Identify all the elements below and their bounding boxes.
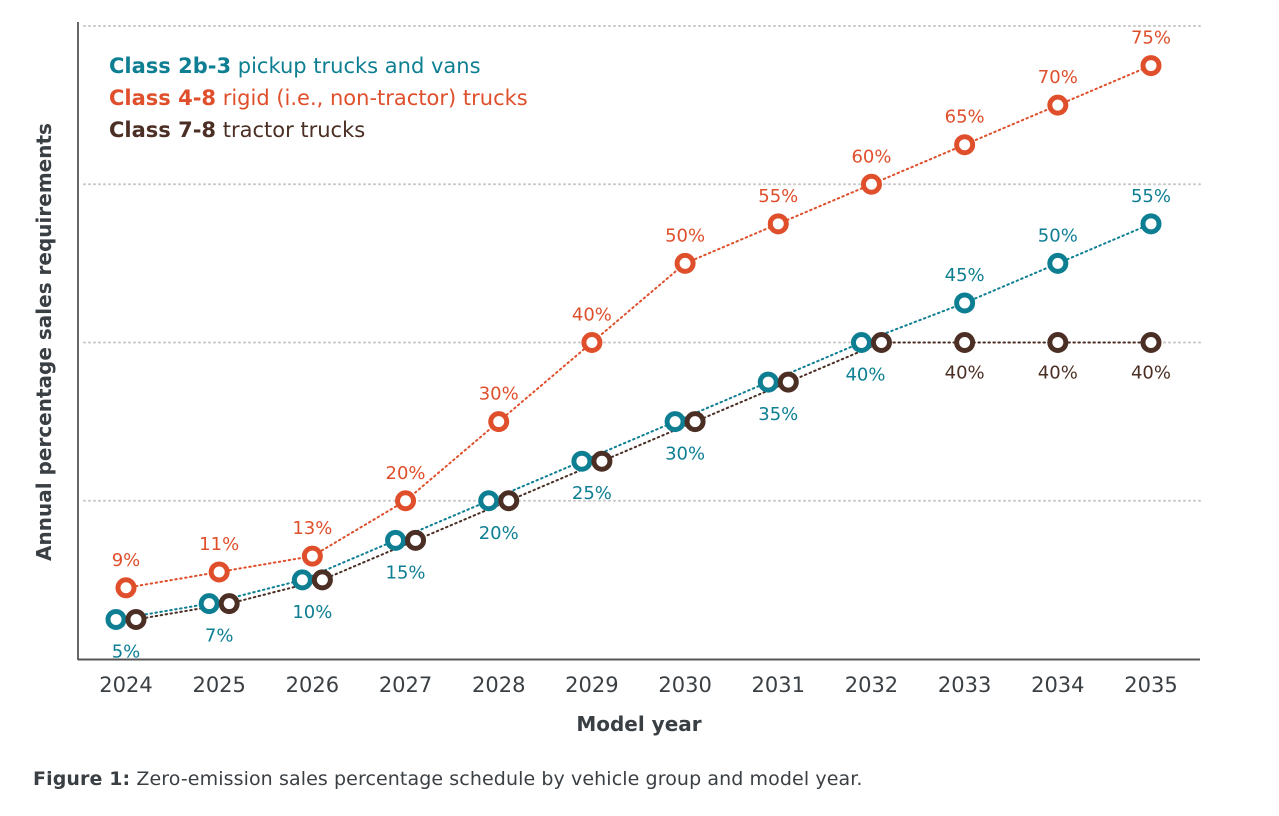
data-label: 70% [1038,67,1078,88]
legend-entry: Class 7-8 tractor trucks [109,118,365,142]
y-axis-title: Annual percentage sales requirements [32,123,56,561]
data-point [1047,332,1069,353]
data-label: 10% [292,602,332,623]
legend-entry: Class 2b-3 pickup trucks and vans [109,54,481,78]
legend-bold: Class 4-8 [109,86,216,110]
series-line [135,341,1152,621]
series-line [125,64,1152,589]
data-point [1047,94,1069,116]
data-label: 30% [479,384,519,405]
data-point [405,529,427,551]
caption-label: Figure 1: [33,768,131,790]
data-label: 40% [1038,363,1078,384]
data-point [395,490,417,512]
data-label: 40% [945,363,985,384]
data-label: 40% [1131,363,1171,384]
data-label: 75% [1131,28,1171,49]
data-point [954,134,976,156]
data-label: 30% [665,444,705,465]
data-point [1047,252,1069,274]
data-label: 25% [572,483,612,504]
data-point [664,411,686,433]
data-point [777,371,799,393]
data-point [674,252,696,274]
data-point [115,577,137,599]
data-point [591,450,613,472]
data-point [488,411,510,433]
x-tick-label: 2027 [379,673,432,697]
data-point [684,411,706,433]
x-axis-title: Model year [576,712,701,736]
data-point [498,490,520,512]
data-point [311,569,333,591]
data-point [291,569,313,591]
x-tick-label: 2029 [565,673,618,697]
data-label: 15% [386,562,426,583]
data-label: 55% [758,186,798,207]
data-point [757,371,779,393]
data-point [571,450,593,472]
data-point [850,332,872,353]
data-point [870,332,892,353]
data-label: 60% [851,146,891,167]
data-label: 20% [479,523,519,544]
data-label: 20% [386,463,426,484]
legend-text: pickup trucks and vans [231,54,480,78]
data-point [954,292,976,314]
x-tick-label: 2032 [845,673,898,697]
data-point [581,332,603,353]
x-tick-label: 2028 [472,673,525,697]
x-tick-label: 2030 [658,673,711,697]
data-point [1140,55,1162,77]
data-point [208,561,230,583]
data-point [954,332,976,353]
data-point [767,213,789,235]
legend-entry: Class 4-8 rigid (i.e., non-tractor) truc… [109,86,528,110]
data-label: 40% [572,305,612,326]
data-point [860,173,882,195]
x-tick-label: 2025 [192,673,245,697]
data-point [301,545,323,567]
data-point [125,608,147,630]
data-label: 55% [1131,186,1171,207]
data-point [105,608,127,630]
legend-bold: Class 7-8 [109,118,216,142]
data-point [198,593,220,615]
data-label: 45% [945,265,985,286]
data-point [218,593,240,615]
data-point [1140,213,1162,235]
data-label: 5% [112,641,141,662]
data-label: 50% [665,225,705,246]
data-point [1140,332,1162,353]
x-tick-label: 2026 [286,673,339,697]
data-label: 11% [199,534,239,555]
series-line [115,222,1152,621]
x-tick-label: 2034 [1031,673,1084,697]
data-point [385,529,407,551]
caption-text: Zero-emission sales percentage schedule … [130,768,863,790]
data-label: 13% [292,518,332,539]
figure-caption: Figure 1: Zero-emission sales percentage… [33,768,863,790]
data-label: 9% [112,550,141,571]
x-tick-label: 2035 [1124,673,1177,697]
x-tick-label: 2031 [752,673,805,697]
data-label: 7% [205,626,234,647]
data-point [478,490,500,512]
data-label: 40% [845,365,885,386]
data-label: 65% [945,107,985,128]
data-label: 50% [1038,225,1078,246]
data-label: 35% [758,404,798,425]
x-tick-label: 2033 [938,673,991,697]
x-tick-label: 2024 [99,673,152,697]
legend-text: tractor trucks [216,118,365,142]
legend-text: rigid (i.e., non-tractor) trucks [216,86,528,110]
legend-bold: Class 2b-3 [109,54,231,78]
